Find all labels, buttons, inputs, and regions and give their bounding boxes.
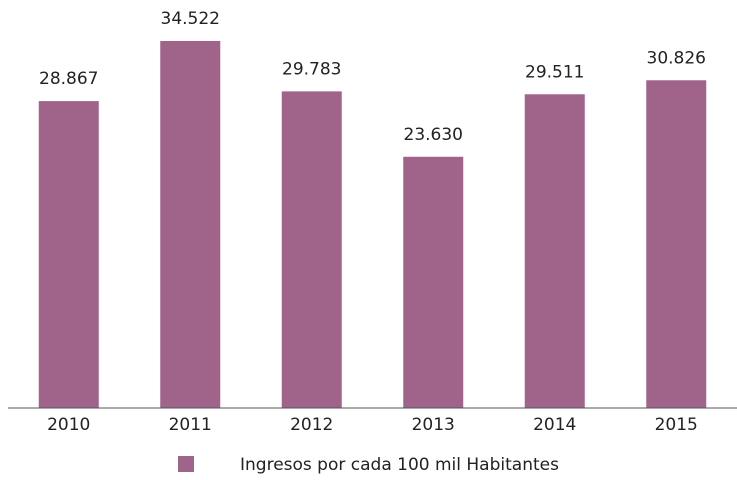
bar: [403, 156, 464, 408]
value-label: 29.511: [525, 62, 584, 82]
bar: [646, 80, 707, 409]
bar: [281, 91, 342, 409]
bar: [160, 40, 221, 409]
x-tick-label: 2014: [533, 415, 576, 435]
value-label: 23.630: [404, 125, 463, 145]
x-tick-label: 2010: [47, 415, 90, 435]
value-label: 29.783: [282, 59, 341, 79]
x-tick-label: 2011: [169, 415, 212, 435]
x-tick-label: 2012: [290, 415, 333, 435]
legend-swatch: [178, 456, 194, 472]
value-label: 30.826: [647, 48, 706, 68]
value-label: 34.522: [161, 9, 220, 29]
x-tick-label: 2015: [655, 415, 698, 435]
bar: [524, 94, 585, 409]
value-label: 28.867: [39, 69, 98, 89]
x-tick-label: 2013: [412, 415, 455, 435]
bar: [38, 101, 99, 409]
legend-label: Ingresos por cada 100 mil Habitantes: [240, 455, 559, 475]
